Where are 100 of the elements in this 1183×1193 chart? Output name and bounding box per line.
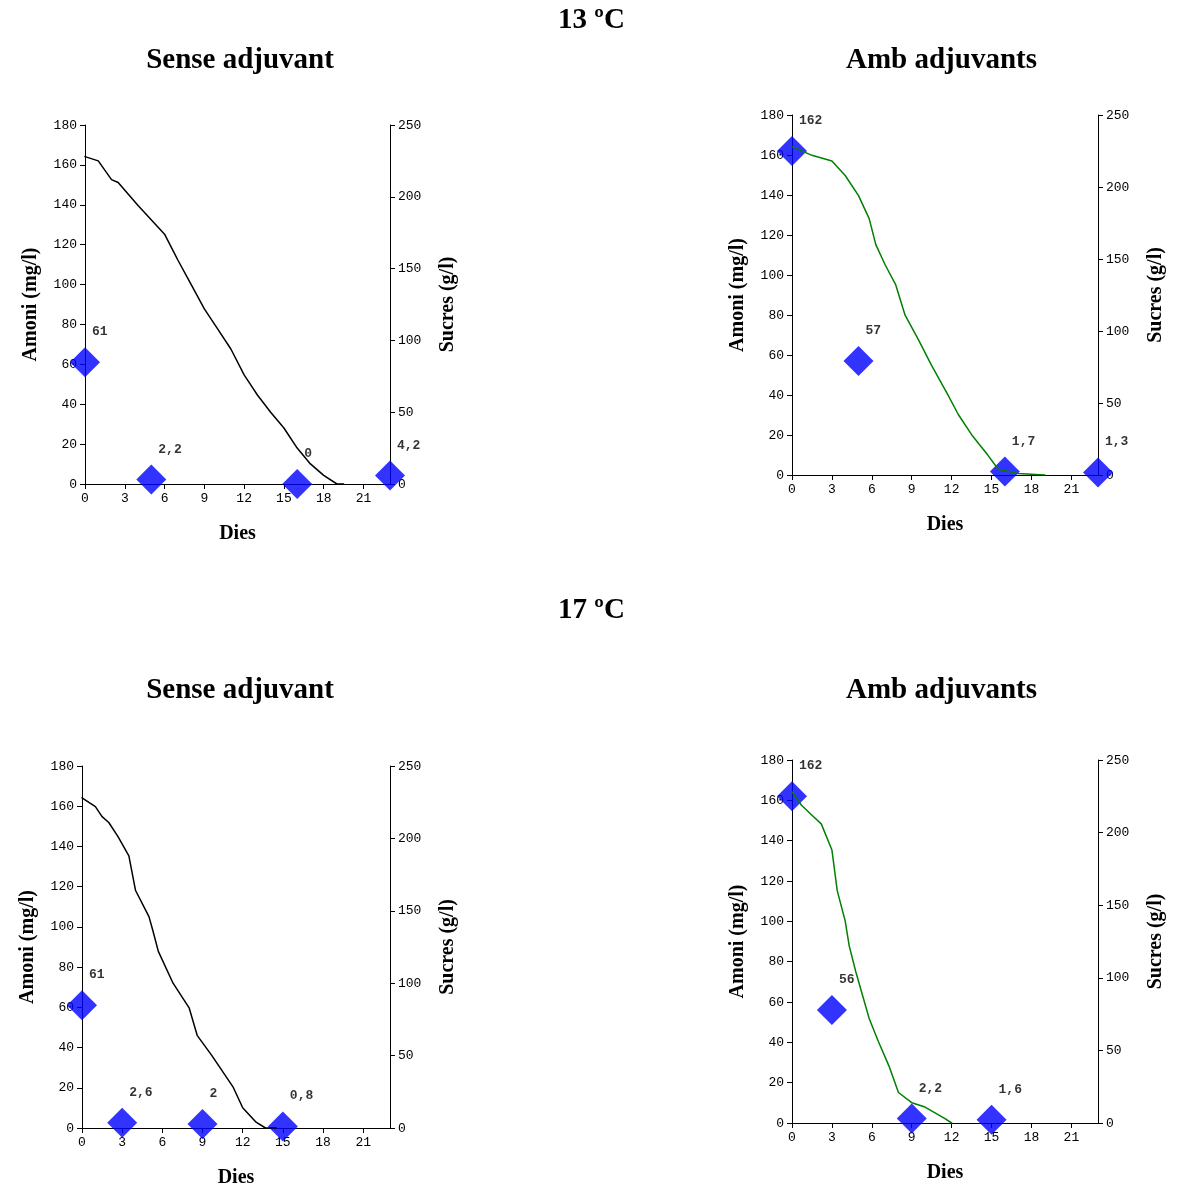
y2-axis-title: Sucres (g/l)	[1143, 247, 1166, 343]
y-tick-label: 20	[768, 427, 784, 443]
y2-axis-title: Sucres (g/l)	[435, 899, 458, 995]
y-tick-label: 160	[760, 147, 784, 163]
x-tick-label: 9	[907, 482, 916, 497]
y-axis-title: Amoni (mg/l)	[15, 890, 38, 1004]
x-tick-label: 12	[236, 491, 252, 506]
y2-tick-label: 150	[1106, 251, 1130, 267]
y-tick-label: 40	[768, 1034, 784, 1050]
chart-title: Sense adjuvant	[146, 671, 335, 704]
data-label: 162	[799, 113, 823, 128]
y2-axis-title: Sucres (g/l)	[1143, 893, 1166, 990]
y-axis-title: Amoni (mg/l)	[725, 238, 748, 352]
y-tick-label: 100	[760, 267, 784, 283]
y-tick-label: 20	[61, 436, 77, 452]
data-label: 162	[799, 758, 823, 774]
data-label: 2,2	[918, 1080, 943, 1096]
y2-tick-label: 150	[1106, 897, 1130, 913]
y2-tick-label: 0	[1106, 1115, 1114, 1131]
chart-title: Sense adjuvant	[146, 41, 335, 74]
data-label: 1,6	[998, 1081, 1023, 1097]
y2-tick-label: 50	[398, 1048, 414, 1064]
x-axis-title: Dies	[217, 1165, 255, 1187]
y-tick-label: 20	[768, 1075, 784, 1091]
x-tick-label: 6	[158, 1135, 167, 1150]
x-axis-title: Dies	[926, 512, 964, 534]
text: 17 ºC	[557, 592, 626, 625]
y2-tick-label: 200	[398, 830, 422, 846]
y-tick-label: 80	[768, 307, 784, 323]
x-tick-label: 0	[788, 1130, 796, 1145]
x-tick-label: 15	[983, 482, 1000, 497]
x-tick-label: 21	[1063, 482, 1080, 497]
y2-tick-label: 200	[398, 189, 422, 205]
x-tick-label: 12	[943, 482, 960, 497]
x-axis-title: Dies	[219, 521, 257, 543]
data-label: 2,2	[158, 441, 182, 457]
y-tick-label: 100	[50, 919, 74, 935]
x-tick-label: 18	[315, 1135, 331, 1150]
chart-title: Amb adjuvants	[846, 671, 1037, 704]
y-tick-label: 120	[53, 237, 77, 253]
y-tick-label: 180	[53, 117, 77, 133]
y-tick-label: 160	[760, 792, 784, 808]
x-tick-label: 9	[200, 491, 209, 506]
x-tick-label: 18	[1023, 482, 1040, 497]
y-tick-label: 20	[58, 1080, 74, 1096]
y-tick-label: 140	[53, 197, 77, 213]
x-tick-label: 21	[1063, 1130, 1080, 1145]
y-tick-label: 180	[760, 107, 784, 123]
y-tick-label: 0	[776, 1115, 784, 1131]
y2-tick-label: 50	[1106, 1042, 1122, 1058]
y-tick-label: 60	[768, 347, 784, 363]
y-tick-label: 140	[760, 187, 784, 203]
x-tick-label: 3	[828, 482, 836, 497]
y2-tick-label: 50	[1106, 395, 1122, 411]
x-tick-label: 15	[276, 491, 292, 506]
x-tick-label: 21	[355, 1135, 372, 1150]
y2-tick-label: 100	[1106, 970, 1130, 986]
x-tick-label: 12	[943, 1130, 960, 1145]
y-axis-title: Amoni (mg/l)	[725, 884, 748, 999]
y-tick-label: 40	[61, 396, 77, 412]
y2-tick-label: 250	[1106, 107, 1130, 123]
x-tick-label: 9	[907, 1130, 916, 1145]
y-tick-label: 180	[760, 752, 784, 768]
x-tick-label: 18	[315, 491, 332, 506]
data-label: 56	[838, 972, 855, 988]
x-tick-label: 6	[160, 491, 169, 506]
y-tick-label: 140	[760, 833, 784, 849]
y-tick-label: 140	[50, 838, 74, 854]
x-tick-label: 12	[234, 1135, 251, 1150]
y-tick-label: 120	[50, 879, 74, 895]
y2-tick-label: 200	[1106, 825, 1130, 841]
data-label: 2,6	[129, 1084, 153, 1100]
y-tick-label: 120	[760, 873, 784, 889]
y2-tick-label: 150	[398, 903, 422, 919]
y-tick-label: 60	[768, 994, 784, 1010]
y2-tick-label: 150	[398, 261, 422, 277]
y-tick-label: 160	[50, 798, 74, 814]
data-label: 1,3	[1105, 434, 1129, 450]
y2-tick-label: 100	[1106, 323, 1130, 339]
y2-tick-label: 200	[1106, 179, 1130, 195]
x-tick-label: 0	[81, 491, 89, 506]
y2-tick-label: 250	[1106, 752, 1130, 768]
y-tick-label: 40	[58, 1040, 74, 1056]
y2-tick-label: 50	[398, 404, 414, 420]
y-axis-title: Amoni (mg/l)	[18, 247, 41, 362]
x-tick-label: 18	[1023, 1130, 1040, 1145]
y2-tick-label: 100	[398, 975, 422, 991]
data-label: 61	[92, 324, 108, 340]
x-tick-label: 15	[983, 1130, 1000, 1145]
y-tick-label: 180	[50, 758, 74, 774]
x-tick-label: 3	[118, 1135, 127, 1150]
x-axis-title: Dies	[926, 1160, 964, 1182]
y2-axis-title: Sucres (g/l)	[435, 256, 458, 353]
x-tick-label: 6	[867, 1130, 876, 1145]
y-tick-label: 120	[760, 227, 784, 243]
y2-tick-label: 100	[398, 332, 422, 348]
y-tick-label: 0	[776, 467, 784, 483]
y-tick-label: 100	[760, 913, 784, 929]
y2-tick-label: 250	[398, 758, 422, 774]
data-label: 1,7	[1011, 433, 1036, 449]
